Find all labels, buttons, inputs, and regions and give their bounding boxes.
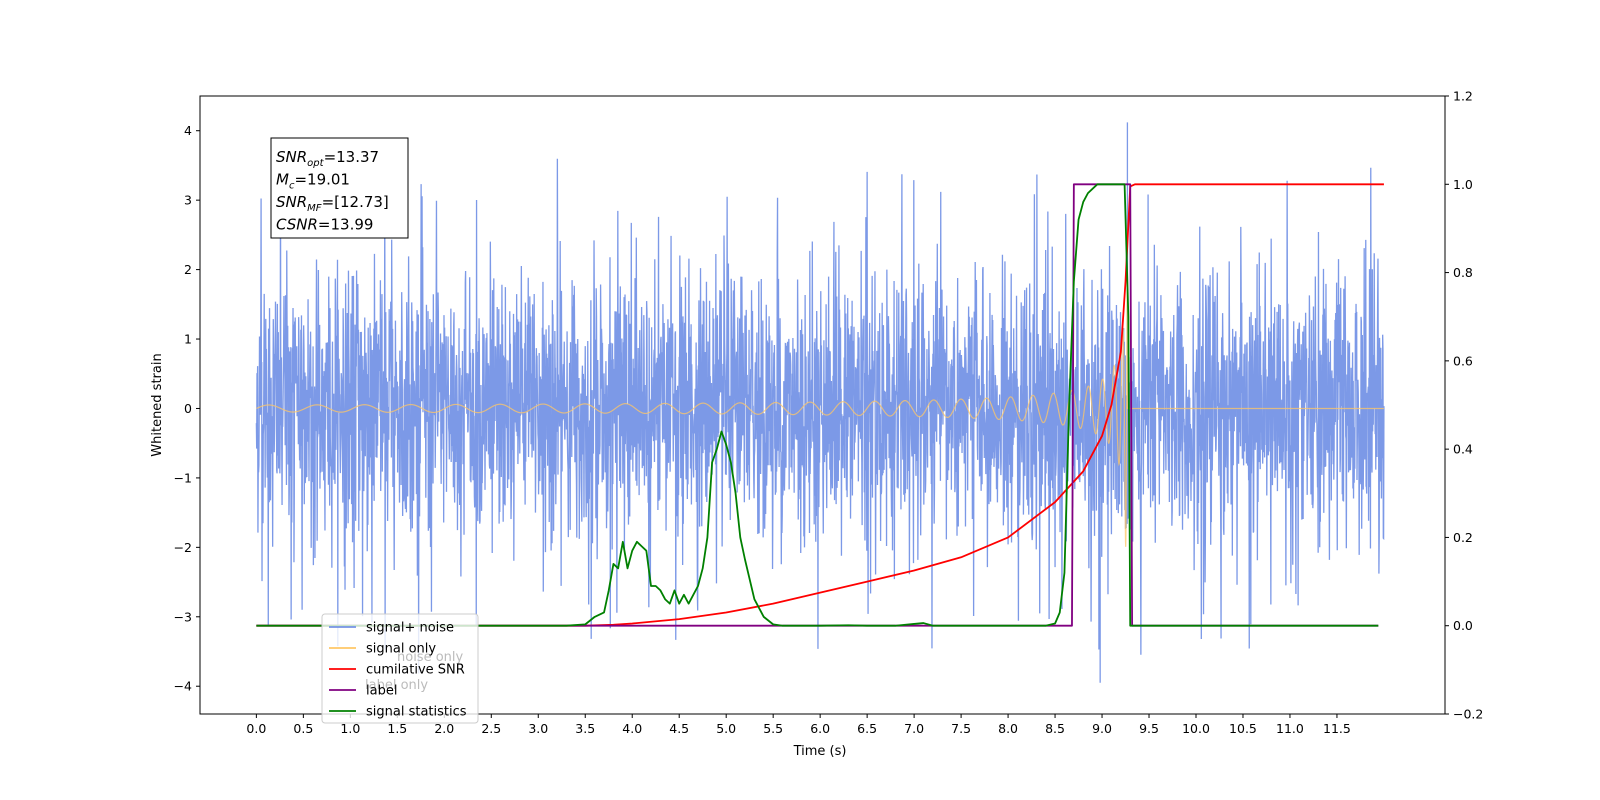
y-axis-left: 4 3 2 1 0 −1 −2 −3 −4 bbox=[174, 123, 200, 694]
y-tick-label: −1 bbox=[174, 470, 192, 485]
x-tick-label: 1.5 bbox=[387, 721, 407, 736]
y-axis-label: Whitened strain bbox=[150, 353, 165, 456]
y-tick-label: −3 bbox=[174, 609, 192, 624]
series-signal-statistics-line bbox=[256, 183, 1379, 627]
x-tick-label: 4.0 bbox=[622, 721, 642, 736]
y-tick-label: 3 bbox=[184, 193, 192, 208]
annotation-line: Mc=19.01 bbox=[276, 171, 350, 192]
x-tick-label: 10.0 bbox=[1182, 721, 1210, 736]
x-tick-label: 4.5 bbox=[669, 721, 689, 736]
legend-label: signal statistics bbox=[366, 705, 467, 720]
x-tick-label: 7.0 bbox=[904, 721, 924, 736]
legend-label: signal+ noise bbox=[366, 621, 454, 636]
y2-tick-label: −0.2 bbox=[1453, 707, 1483, 722]
annotation-line: CSNR=13.99 bbox=[276, 216, 373, 234]
plot-frame bbox=[199, 95, 1446, 715]
legend: noise only label only signal+ noise signa… bbox=[321, 613, 479, 724]
y-axis-right: 1.2 1.0 0.8 0.6 0.4 0.2 0.0 −0.2 bbox=[1445, 89, 1483, 722]
x-axis-label: Time (s) bbox=[793, 744, 847, 759]
x-tick-label: 7.5 bbox=[951, 721, 971, 736]
x-tick-label: 1.0 bbox=[340, 721, 360, 736]
y2-tick-label: 0.4 bbox=[1453, 442, 1473, 457]
y-tick-label: −4 bbox=[174, 679, 192, 694]
x-tick-label: 9.0 bbox=[1092, 721, 1112, 736]
x-tick-label: 5.5 bbox=[763, 721, 783, 736]
x-axis: 0.0 0.5 1.0 1.5 2.0 2.5 3.0 3.5 4.0 4.5 5.0 5.5 6.0 6… bbox=[246, 714, 1351, 736]
y-tick-label: 1 bbox=[184, 332, 192, 347]
series-cumilative-snr-line bbox=[256, 183, 1384, 627]
y2-tick-label: 0.8 bbox=[1453, 265, 1473, 280]
x-tick-label: 10.5 bbox=[1229, 721, 1257, 736]
x-tick-label: 8.0 bbox=[998, 721, 1018, 736]
x-tick-label: 9.5 bbox=[1139, 721, 1159, 736]
annotation-line: SNRMF=[12.73] bbox=[276, 193, 389, 214]
x-tick-label: 6.5 bbox=[857, 721, 877, 736]
y2-tick-label: 0.2 bbox=[1453, 530, 1473, 545]
legend-label: signal only bbox=[366, 642, 436, 657]
series-layer bbox=[255, 122, 1385, 683]
x-tick-label: 2.5 bbox=[481, 721, 501, 736]
x-tick-label: 0.5 bbox=[293, 721, 313, 736]
series-signal-only-line bbox=[256, 269, 1384, 547]
x-tick-label: 0.0 bbox=[246, 721, 266, 736]
y-tick-label: 4 bbox=[184, 123, 192, 138]
y2-tick-label: 0.6 bbox=[1453, 353, 1473, 368]
x-tick-label: 2.0 bbox=[434, 721, 454, 736]
x-tick-label: 11.5 bbox=[1323, 721, 1351, 736]
legend-hidden-text-noise-only: noise only bbox=[397, 650, 464, 665]
x-tick-label: 5.0 bbox=[716, 721, 736, 736]
legend-label: label bbox=[366, 684, 397, 699]
legend-hidden-text-label-only: label only bbox=[365, 678, 428, 693]
y-tick-label: 0 bbox=[184, 401, 192, 416]
x-tick-label: 3.5 bbox=[575, 721, 595, 736]
y2-tick-label: 1.2 bbox=[1453, 89, 1473, 104]
y2-tick-label: 1.0 bbox=[1453, 177, 1473, 192]
x-tick-label: 3.0 bbox=[528, 721, 548, 736]
x-tick-label: 6.0 bbox=[810, 721, 830, 736]
legend-label: cumilative SNR bbox=[366, 663, 465, 678]
annotation-line: SNRopt=13.37 bbox=[276, 148, 379, 169]
y-tick-label: −2 bbox=[174, 540, 192, 555]
x-tick-label: 11.0 bbox=[1276, 721, 1304, 736]
y-tick-label: 2 bbox=[184, 262, 192, 277]
x-tick-label: 8.5 bbox=[1045, 721, 1065, 736]
y2-tick-label: 0.0 bbox=[1453, 618, 1473, 633]
